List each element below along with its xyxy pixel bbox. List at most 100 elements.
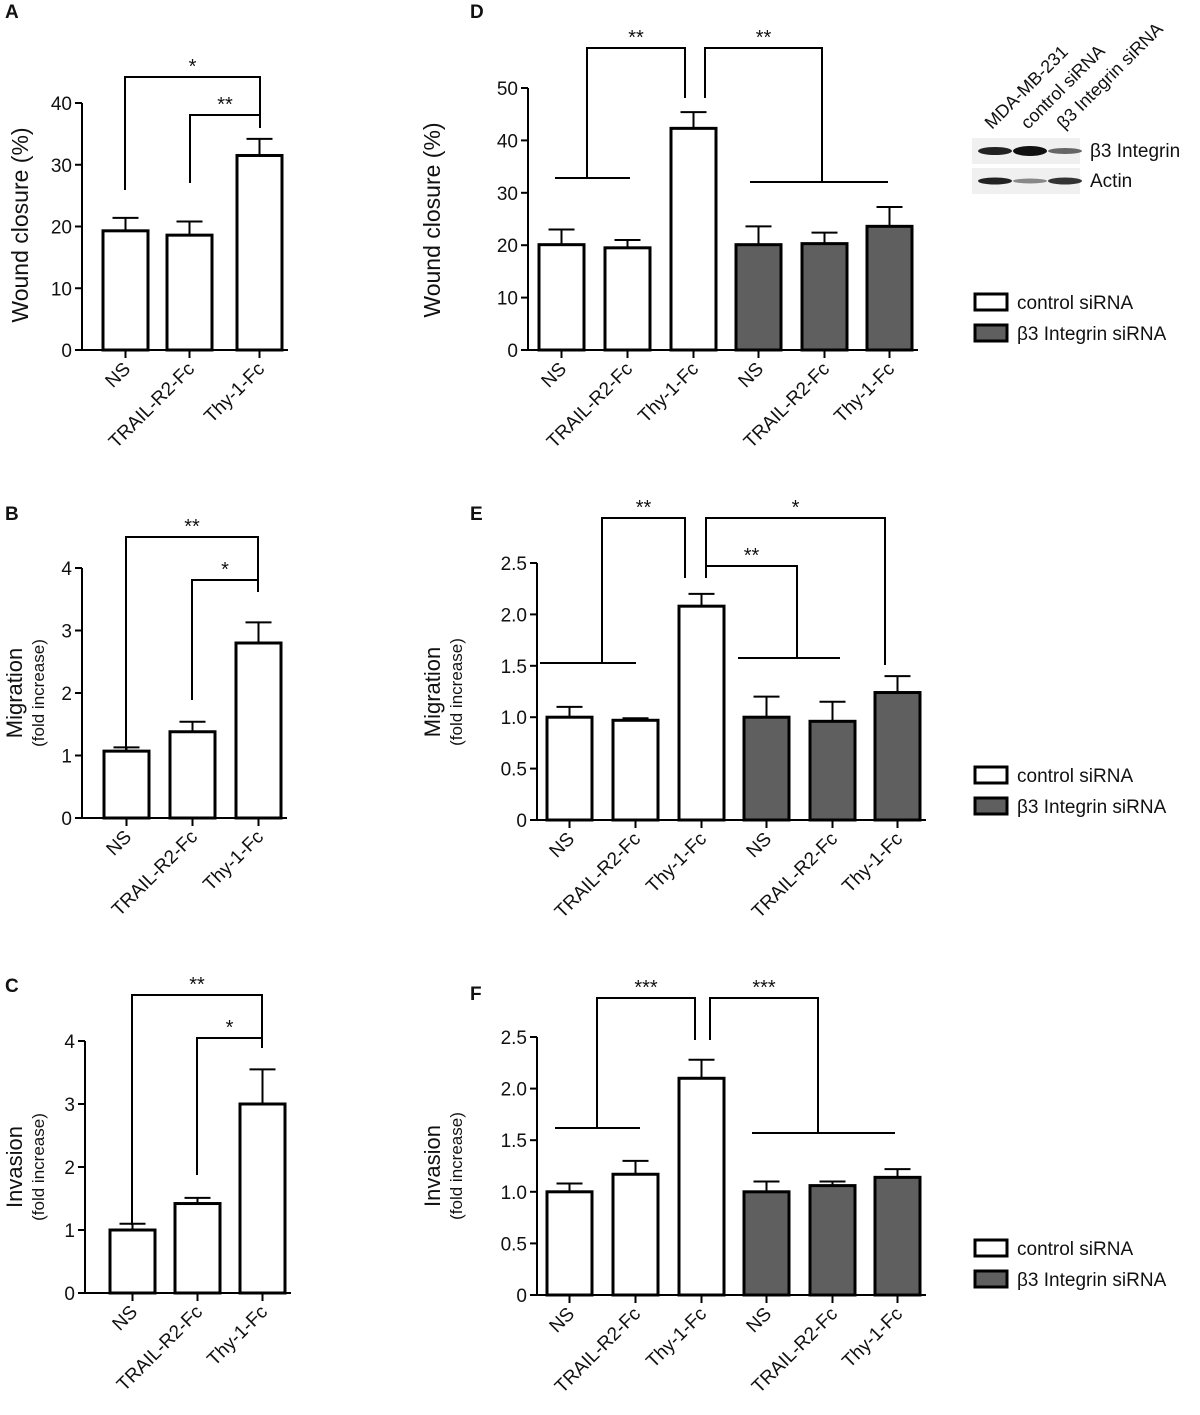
legend-swatch <box>973 323 1009 343</box>
y-tick-label: 0.5 <box>501 1234 527 1255</box>
significance-label: ** <box>628 27 644 49</box>
x-tick-label: Thy-1-Fc <box>200 359 269 428</box>
y-tick-label: 2.5 <box>501 1028 527 1049</box>
panel-letter: B <box>5 504 19 525</box>
y-tick-label: 20 <box>51 218 72 239</box>
bar <box>734 243 783 352</box>
y-tick-label: 30 <box>51 156 72 177</box>
bar <box>677 1076 726 1297</box>
bar <box>234 641 283 820</box>
bar <box>742 1190 791 1297</box>
legend-label: control siRNA <box>1017 293 1133 314</box>
significance-bracket <box>586 47 686 178</box>
y-axis-title: Wound closure (%) <box>419 122 445 317</box>
y-tick-label: 2.0 <box>501 1080 527 1101</box>
legend-label: control siRNA <box>1017 1239 1133 1260</box>
blot-band <box>978 177 1012 185</box>
x-tick-label: Thy-1-Fc <box>642 829 711 898</box>
y-axis-title-sub: (fold increase) <box>29 639 48 747</box>
significance-bracket <box>196 1037 263 1175</box>
significance-bracket <box>131 994 263 1225</box>
y-tick-label: 1.0 <box>501 708 527 729</box>
bar <box>677 604 726 822</box>
y-tick-label: 0 <box>64 1284 75 1305</box>
bar <box>603 246 652 352</box>
x-tick-label: NS <box>743 829 777 863</box>
y-axis-title-main: Migration <box>420 647 445 737</box>
bar <box>545 715 594 822</box>
blot-row-label: Actin <box>1090 171 1132 192</box>
legend-swatch <box>973 1269 1009 1289</box>
bar <box>873 691 922 822</box>
significance-label: * <box>221 559 229 581</box>
significance-bracket <box>191 579 259 700</box>
y-tick-label: 2 <box>64 1158 75 1179</box>
y-tick-label: 0 <box>507 341 518 362</box>
bar <box>669 126 718 352</box>
bar <box>168 730 217 820</box>
significance-label: ** <box>184 516 200 538</box>
y-tick-label: 0 <box>516 1286 527 1307</box>
significance-label: * <box>792 497 800 519</box>
y-tick-label: 1.5 <box>501 1131 527 1152</box>
x-tick-label: NS <box>538 359 572 393</box>
y-tick-label: 40 <box>497 131 518 152</box>
significance-label: *** <box>634 977 658 999</box>
y-tick-label: 2.5 <box>501 554 527 575</box>
y-tick-label: 30 <box>497 184 518 205</box>
x-tick-label: Thy-1-Fc <box>634 359 703 428</box>
x-tick-label: Thy-1-Fc <box>838 1304 907 1373</box>
bar <box>108 1228 157 1295</box>
significance-label: *** <box>752 977 776 999</box>
x-tick-label: Thy-1-Fc <box>830 359 899 428</box>
bar <box>800 242 849 352</box>
x-tick-label: NS <box>546 829 580 863</box>
significance-bracket <box>125 536 259 750</box>
legend-swatch <box>973 292 1009 312</box>
significance-bracket <box>601 517 686 663</box>
blot-band <box>1048 177 1082 185</box>
y-tick-label: 50 <box>497 79 518 100</box>
y-tick-label: 0.5 <box>501 760 527 781</box>
significance-label: ** <box>756 27 772 49</box>
y-tick-label: 1 <box>64 1221 75 1242</box>
x-tick-label: Thy-1-Fc <box>203 1302 272 1371</box>
y-tick-label: 20 <box>497 236 518 257</box>
panel-e: E 0 0.5 1.0 1.5 2.0 2.5 Migration (fold increase… <box>420 497 1167 923</box>
bar <box>865 224 914 352</box>
bar <box>742 715 791 822</box>
panel-letter: C <box>5 976 19 997</box>
y-tick-label: 40 <box>51 94 72 115</box>
y-tick-label: 0 <box>61 341 72 362</box>
significance-label: ** <box>744 545 760 567</box>
panel-letter: A <box>5 2 19 23</box>
y-tick-label: 1.0 <box>501 1183 527 1204</box>
significance-label: * <box>226 1017 234 1039</box>
bar <box>611 718 660 822</box>
panel-f: F 0 0.5 1.0 1.5 2.0 2.5 Invasion (fold increase)… <box>420 977 1167 1398</box>
blot-band <box>1013 146 1047 156</box>
significance-bracket <box>709 997 819 1133</box>
bar <box>537 243 586 352</box>
bar <box>238 1102 287 1295</box>
y-tick-label: 3 <box>61 622 72 643</box>
x-tick-label: NS <box>546 1304 580 1338</box>
significance-label: * <box>189 56 197 78</box>
y-tick-label: 2 <box>61 684 72 705</box>
y-tick-label: 1 <box>61 747 72 768</box>
significance-bracket <box>704 47 823 182</box>
legend-swatch <box>973 765 1009 785</box>
significance-bracket <box>124 76 261 190</box>
y-tick-label: 10 <box>497 289 518 310</box>
significance-label: ** <box>217 94 233 116</box>
blot-band <box>978 147 1012 155</box>
panel-letter: D <box>470 2 484 23</box>
panel-letter: F <box>470 984 482 1005</box>
y-axis-title: Wound closure (%) <box>7 127 33 322</box>
legend-label: control siRNA <box>1017 766 1133 787</box>
y-axis-title-sub: (fold increase) <box>447 1112 466 1220</box>
significance-bracket <box>189 114 261 183</box>
bar <box>808 1184 857 1297</box>
